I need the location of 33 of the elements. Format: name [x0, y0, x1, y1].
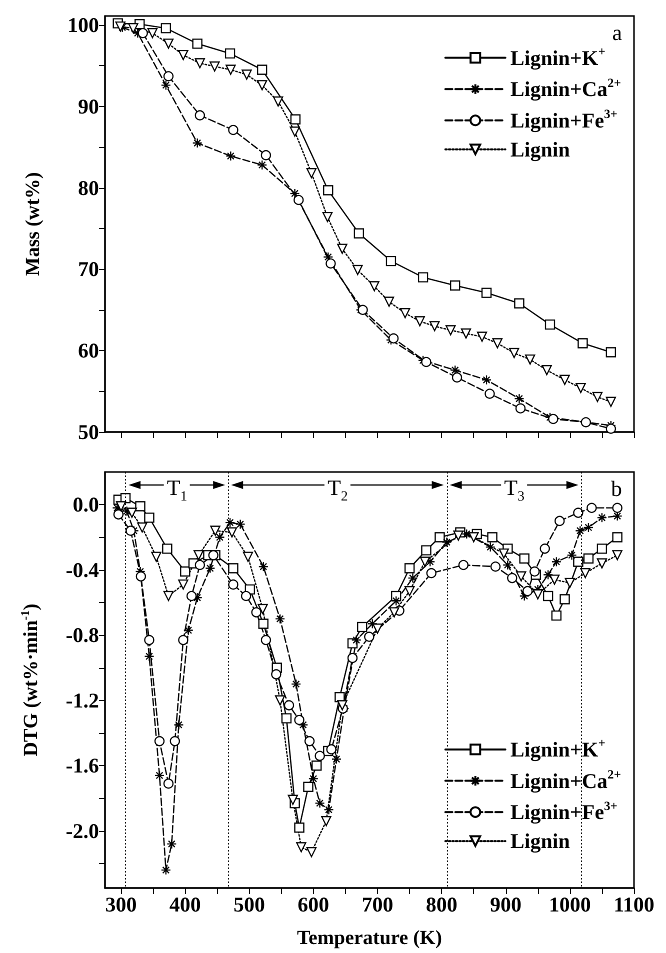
- y-tick-label: 80: [78, 176, 99, 200]
- x-axis-title: Temperature (K): [297, 927, 442, 949]
- x-tick-label: 300: [105, 892, 137, 916]
- annotation: T$_{1}$: [166, 474, 188, 504]
- y-axis-title: DTG (wt%·min-1): [18, 604, 42, 756]
- legend-label: Lignin: [510, 829, 570, 854]
- y-tick-label: 60: [78, 338, 99, 363]
- legend-label: Lignin+K+: [510, 44, 606, 70]
- x-tick-label: 800: [426, 892, 458, 916]
- legend-label: Lignin: [510, 137, 570, 162]
- y-tick-label: -0.4: [66, 558, 100, 582]
- y-tick-label: 50: [78, 420, 99, 444]
- y-tick-label: -1.2: [66, 688, 99, 712]
- annotation: b: [611, 476, 622, 501]
- legend-label: Lignin+K+: [510, 736, 606, 762]
- x-tick-label: 900: [490, 892, 522, 916]
- annotation: a: [612, 20, 622, 45]
- y-axis-title: Mass (wt%): [22, 172, 44, 276]
- y-tick-label: 70: [78, 257, 99, 282]
- x-tick-label: 700: [362, 892, 394, 916]
- y-tick-label: -2.0: [66, 818, 99, 843]
- y-tick-label: -0.8: [66, 623, 99, 648]
- y-tick-label: 0.0: [72, 492, 99, 517]
- y-tick-label: -1.6: [66, 754, 99, 778]
- x-tick-label: 600: [298, 892, 330, 916]
- x-tick-label: 400: [169, 892, 201, 916]
- y-tick-label: 90: [78, 94, 99, 118]
- annotation: T$_{3}$: [504, 474, 525, 504]
- y-tick-label: 100: [68, 12, 99, 37]
- annotation: T$_{2}$: [327, 474, 348, 504]
- x-tick-label: 500: [234, 892, 266, 916]
- x-tick-label: 1100: [614, 892, 654, 916]
- x-tick-label: 1000: [548, 892, 591, 916]
